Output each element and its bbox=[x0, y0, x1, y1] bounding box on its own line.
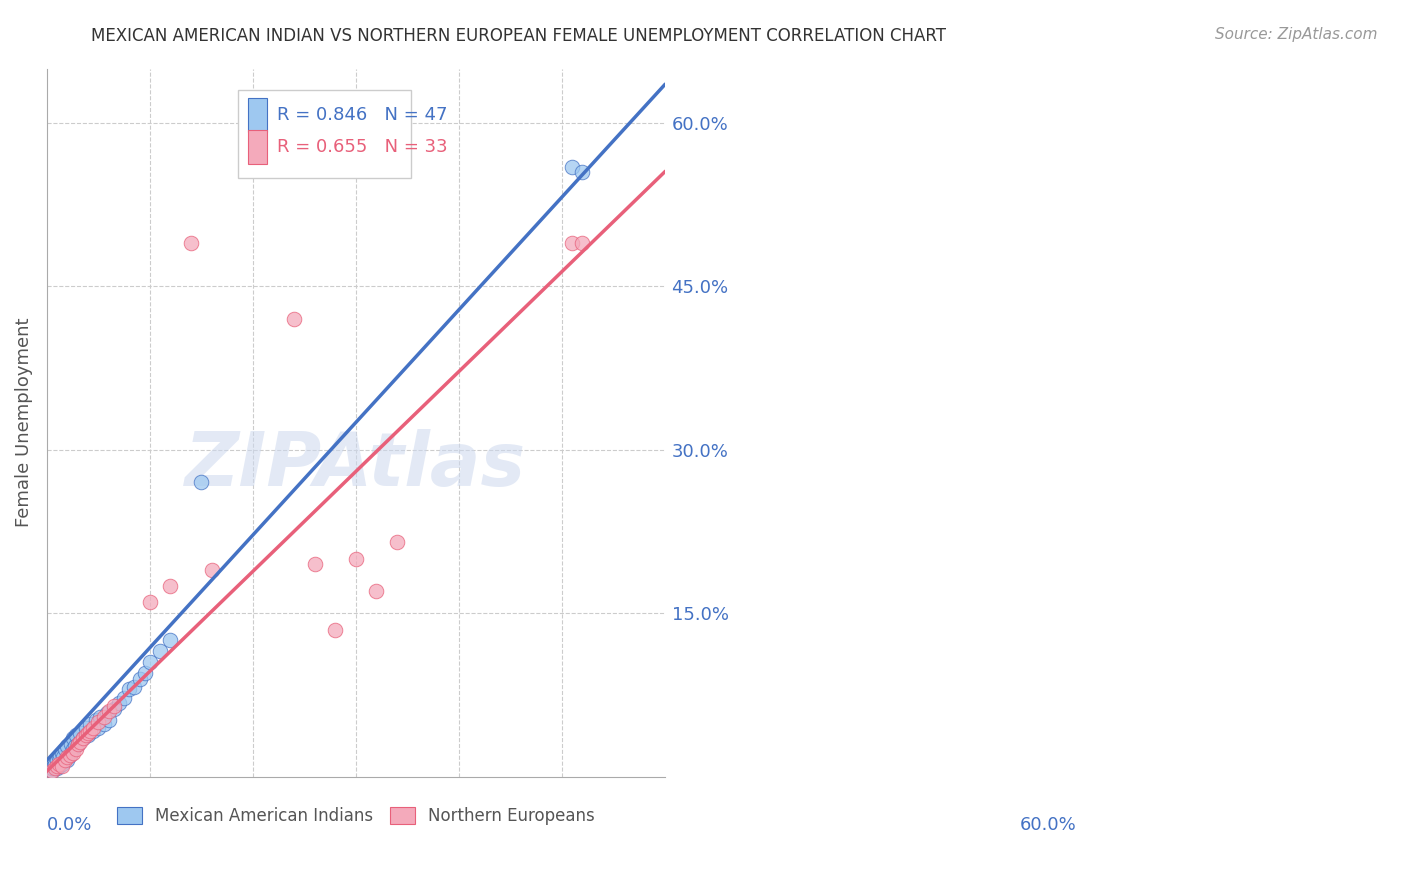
Y-axis label: Female Unemployment: Female Unemployment bbox=[15, 318, 32, 527]
FancyBboxPatch shape bbox=[247, 98, 267, 132]
Point bbox=[69, 735, 91, 749]
Point bbox=[93, 717, 115, 731]
Text: Source: ZipAtlas.com: Source: ZipAtlas.com bbox=[1215, 27, 1378, 42]
Point bbox=[44, 756, 66, 771]
Point bbox=[571, 235, 593, 250]
Point bbox=[62, 742, 84, 756]
Point bbox=[159, 579, 181, 593]
Point bbox=[571, 165, 593, 179]
Point bbox=[118, 682, 141, 697]
Point bbox=[66, 737, 89, 751]
Point bbox=[75, 728, 97, 742]
Point bbox=[46, 761, 69, 775]
Point bbox=[97, 713, 120, 727]
Point bbox=[55, 753, 77, 767]
Point bbox=[108, 696, 131, 710]
Point bbox=[69, 726, 91, 740]
Point bbox=[48, 750, 70, 764]
Point bbox=[42, 758, 65, 772]
Point bbox=[56, 739, 79, 753]
FancyBboxPatch shape bbox=[239, 90, 412, 178]
Point bbox=[63, 739, 86, 753]
Point bbox=[128, 672, 150, 686]
Point bbox=[51, 756, 73, 771]
Point bbox=[56, 753, 79, 767]
Point bbox=[89, 709, 111, 723]
Point bbox=[79, 717, 101, 731]
Text: 0.0%: 0.0% bbox=[46, 815, 93, 833]
Point bbox=[75, 721, 97, 735]
Text: R = 0.846   N = 47: R = 0.846 N = 47 bbox=[277, 106, 447, 124]
Point bbox=[93, 709, 115, 723]
Point bbox=[561, 235, 583, 250]
Point bbox=[87, 721, 110, 735]
Legend: Mexican American Indians, Northern Europeans: Mexican American Indians, Northern Europ… bbox=[110, 800, 602, 832]
Point bbox=[190, 475, 212, 490]
Point bbox=[304, 558, 326, 572]
Point bbox=[55, 742, 77, 756]
Point bbox=[51, 758, 73, 772]
Point bbox=[366, 584, 388, 599]
Point bbox=[49, 747, 72, 762]
Point bbox=[51, 746, 73, 760]
Point bbox=[59, 737, 82, 751]
Point bbox=[46, 758, 69, 772]
Text: R = 0.655   N = 33: R = 0.655 N = 33 bbox=[277, 138, 447, 156]
Point bbox=[79, 723, 101, 738]
Point bbox=[561, 160, 583, 174]
Point bbox=[44, 761, 66, 775]
Point bbox=[77, 728, 100, 742]
Point bbox=[180, 235, 202, 250]
Point bbox=[52, 750, 75, 764]
Point bbox=[87, 715, 110, 730]
Point bbox=[84, 713, 107, 727]
Point bbox=[139, 595, 162, 609]
FancyBboxPatch shape bbox=[247, 130, 267, 164]
Point bbox=[97, 704, 120, 718]
Point bbox=[385, 535, 408, 549]
Point bbox=[58, 747, 80, 762]
Point bbox=[72, 731, 94, 746]
Point bbox=[200, 563, 222, 577]
Point bbox=[159, 633, 181, 648]
Point bbox=[103, 702, 125, 716]
Point bbox=[41, 761, 63, 775]
Point bbox=[103, 698, 125, 713]
Point bbox=[323, 623, 346, 637]
Point bbox=[41, 764, 63, 779]
Point bbox=[96, 706, 118, 721]
Point bbox=[41, 764, 63, 779]
Point bbox=[77, 726, 100, 740]
Point bbox=[56, 750, 79, 764]
Point bbox=[66, 737, 89, 751]
Point bbox=[112, 691, 135, 706]
Point bbox=[72, 731, 94, 746]
Point bbox=[82, 721, 104, 735]
Point bbox=[283, 312, 305, 326]
Point bbox=[134, 666, 156, 681]
Point bbox=[124, 681, 146, 695]
Point bbox=[62, 731, 84, 746]
Point bbox=[65, 742, 87, 756]
Point bbox=[62, 746, 84, 760]
Point bbox=[46, 753, 69, 767]
Point bbox=[48, 756, 70, 771]
Text: MEXICAN AMERICAN INDIAN VS NORTHERN EUROPEAN FEMALE UNEMPLOYMENT CORRELATION CHA: MEXICAN AMERICAN INDIAN VS NORTHERN EURO… bbox=[91, 27, 946, 45]
Point bbox=[139, 655, 162, 669]
Text: ZIPAtlas: ZIPAtlas bbox=[186, 428, 526, 501]
Point bbox=[58, 747, 80, 762]
Point bbox=[82, 723, 104, 738]
Point bbox=[344, 551, 367, 566]
Text: 60.0%: 60.0% bbox=[1019, 815, 1077, 833]
Point bbox=[48, 758, 70, 772]
Point bbox=[65, 728, 87, 742]
Point bbox=[149, 644, 172, 658]
